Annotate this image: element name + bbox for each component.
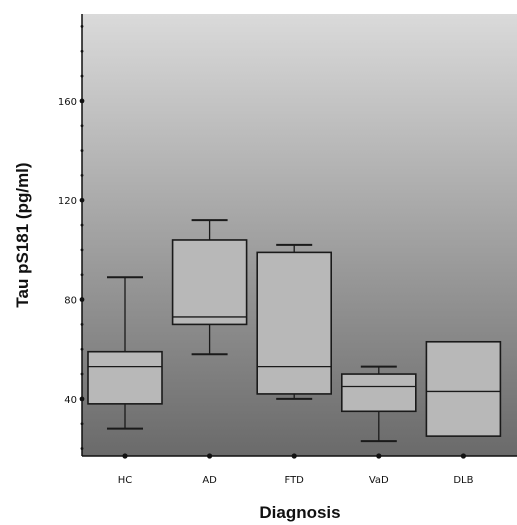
y-tick-label-80: 80 <box>64 296 77 307</box>
x-tick-dlb <box>460 453 466 459</box>
x-tick-ad <box>207 453 213 459</box>
x-tick-label-vad: VaD <box>369 475 389 486</box>
box-dlb <box>425 340 502 437</box>
iqr-box <box>340 373 417 413</box>
x-tick-hc <box>122 453 128 459</box>
x-ticks: HC AD FTD VaD DLB <box>118 453 474 486</box>
y-tick-label-160: 160 <box>58 97 77 108</box>
y-axis-title: Tau pS181 (pg/ml) <box>13 162 32 307</box>
x-tick-label-ftd: FTD <box>285 475 305 486</box>
y-tick-80 <box>79 297 85 302</box>
y-minor-tick <box>80 347 84 351</box>
y-tick-160 <box>79 98 85 104</box>
y-tick-label-40: 40 <box>64 395 77 406</box>
y-minor-tick <box>80 273 84 277</box>
y-minor-tick <box>80 372 84 376</box>
y-ticks: 40 80 120 160 <box>58 97 85 406</box>
y-tick-120 <box>79 197 85 203</box>
y-minor-tick <box>80 124 84 128</box>
x-axis-title: Diagnosis <box>259 503 340 522</box>
y-minor-tick <box>80 223 84 227</box>
iqr-box <box>171 239 248 326</box>
x-tick-label-hc: HC <box>118 475 133 486</box>
box-hc <box>87 276 163 430</box>
y-minor-tick <box>80 174 84 177</box>
y-minor-tick <box>80 422 84 426</box>
box-ad <box>171 219 248 356</box>
y-tick-label-120: 120 <box>58 196 77 207</box>
y-minor-tick <box>80 74 84 78</box>
x-tick-label-ad: AD <box>202 475 217 486</box>
y-minor-tick <box>80 49 84 53</box>
y-minor-tick <box>80 248 84 252</box>
y-minor-tick <box>80 322 84 326</box>
y-minor-tick <box>80 25 84 28</box>
box-vad <box>340 365 417 443</box>
y-minor-tick <box>80 447 84 450</box>
iqr-box <box>425 340 502 437</box>
y-minor-tick <box>80 149 84 152</box>
boxes <box>87 219 502 443</box>
x-tick-vad <box>376 453 382 459</box>
iqr-box <box>87 350 163 405</box>
y-tick-40 <box>79 396 85 402</box>
x-tick-label-dlb: DLB <box>453 475 473 486</box>
iqr-box <box>256 251 333 395</box>
x-tick-ftd <box>291 453 297 459</box>
box-ftd <box>256 243 333 400</box>
